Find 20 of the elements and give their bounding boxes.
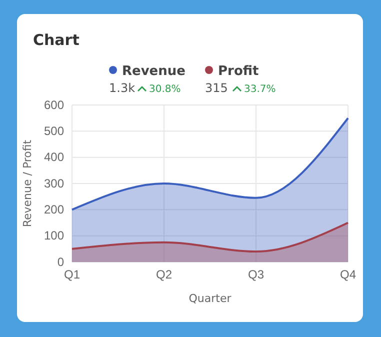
x-tick-label: Q3 [248,268,264,282]
y-tick-label: 200 [44,202,64,217]
x-tick-label: Q4 [340,268,356,282]
y-axis-title: Revenue / Profit [21,139,34,228]
y-tick-label: 600 [44,98,64,112]
legend-label: Profit [218,64,259,79]
legend-label: Revenue [122,64,186,79]
y-tick-label: 0 [57,254,64,269]
x-axis-title: Quarter [188,292,232,305]
x-tick-label: Q2 [156,268,172,282]
y-tick-label: 300 [44,176,64,190]
text: 1.3k [109,81,136,95]
text: 315 [205,81,228,95]
x-tick-label: Q1 [64,268,80,282]
text: 30.8% [149,84,181,95]
text: 33.7% [244,84,276,95]
y-tick-label: 500 [44,124,64,138]
chart-title: Chart [33,31,80,49]
y-tick-label: 100 [44,228,64,243]
y-tick-label: 400 [44,150,64,164]
